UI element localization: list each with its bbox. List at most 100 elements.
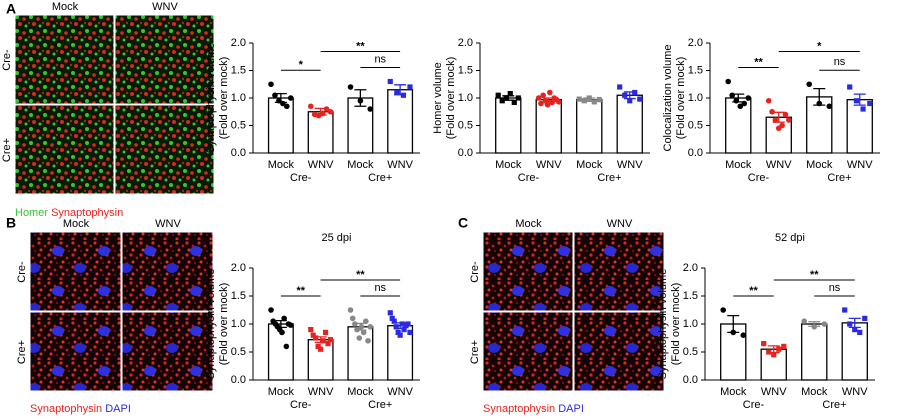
data-point: [511, 99, 517, 105]
data-point: [740, 332, 747, 339]
data-point: [367, 106, 374, 112]
panel-label: A: [6, 1, 16, 17]
group-label: Cre+: [368, 172, 392, 184]
data-point: [867, 100, 873, 107]
group-label: Cre-: [748, 172, 770, 184]
x-tick-label: Mock: [495, 159, 522, 171]
data-point: [737, 103, 744, 110]
micrograph: [482, 311, 574, 392]
micrograph: [29, 311, 122, 392]
data-point: [540, 92, 546, 99]
x-tick-label: Mock: [806, 159, 833, 171]
y-axis-label: (Fold over mock): [675, 57, 687, 140]
y-tick-label: 0.0: [458, 147, 473, 159]
data-point: [356, 335, 363, 341]
data-point: [507, 91, 513, 97]
x-tick-label: WNV: [536, 159, 562, 171]
chart-title: 52 dpi: [775, 232, 805, 244]
data-point: [320, 338, 326, 344]
significance-label: **: [356, 269, 365, 281]
stain-legend: Homer Synaptophysin: [15, 207, 123, 219]
significance-label: ns: [829, 282, 841, 294]
micrograph: [482, 231, 574, 312]
data-point: [401, 327, 407, 333]
data-point: [327, 337, 334, 343]
data-point: [547, 89, 553, 96]
data-point: [515, 95, 521, 101]
column-label: Mock: [63, 218, 90, 230]
data-point: [581, 98, 587, 104]
data-point: [779, 122, 785, 129]
data-point: [785, 117, 792, 123]
group-label: Cre-: [290, 172, 312, 184]
data-point: [852, 327, 858, 333]
data-point: [781, 343, 787, 349]
micrograph: [114, 104, 215, 195]
data-point: [761, 341, 767, 347]
bar: [347, 326, 374, 381]
x-tick-label: Mock: [268, 159, 295, 171]
data-point: [363, 318, 369, 325]
bar: [765, 116, 792, 154]
data-point: [272, 92, 278, 99]
data-point: [405, 321, 411, 327]
group-label: Cre+: [368, 399, 392, 411]
data-point: [283, 343, 290, 350]
data-point: [499, 98, 505, 104]
data-point: [741, 100, 748, 107]
data-point: [730, 329, 737, 336]
column-label: WNV: [152, 1, 178, 13]
data-point: [287, 95, 294, 101]
micrograph: [29, 231, 122, 312]
data-point: [352, 321, 358, 327]
data-point: [395, 329, 401, 335]
y-tick-label: 1.0: [688, 92, 703, 104]
y-tick-label: 1.5: [683, 290, 698, 302]
data-point: [318, 346, 324, 352]
y-axis-label: Synaptophysin volume: [205, 43, 217, 154]
data-point: [367, 324, 374, 330]
x-tick-label: WNV: [308, 159, 334, 171]
x-tick-label: Mock: [347, 386, 374, 398]
x-tick-label: WNV: [766, 159, 792, 171]
data-point: [399, 321, 405, 327]
y-tick-label: 0.0: [231, 147, 246, 159]
data-point: [347, 307, 354, 313]
data-point: [400, 92, 407, 98]
y-tick-label: 2.0: [688, 37, 703, 49]
column-label: WNV: [607, 218, 633, 230]
column-label: WNV: [155, 218, 181, 230]
data-point: [325, 341, 331, 347]
data-point: [310, 332, 316, 338]
x-tick-label: WNV: [308, 386, 334, 398]
data-point: [347, 84, 354, 90]
x-tick-label: WNV: [761, 386, 787, 398]
stain-name: Homer: [15, 207, 48, 219]
y-tick-label: 0.0: [683, 374, 698, 386]
data-point: [279, 329, 285, 336]
data-point: [365, 338, 371, 344]
data-point: [322, 329, 329, 335]
y-tick-label: 0.5: [458, 119, 473, 131]
column-label: Mock: [52, 1, 79, 13]
x-tick-label: Mock: [725, 159, 752, 171]
error-bar: [853, 93, 866, 106]
y-tick-label: 1.0: [683, 318, 698, 330]
bar: [841, 322, 868, 381]
data-point: [821, 321, 828, 327]
data-point: [535, 95, 542, 101]
panel-label: C: [458, 215, 468, 231]
significance-label: **: [754, 56, 763, 68]
y-tick-label: 2.0: [231, 37, 246, 49]
micrograph: [573, 311, 665, 392]
bar: [307, 111, 334, 154]
group-label: Cre+: [827, 172, 851, 184]
y-tick-label: 0.5: [688, 119, 703, 131]
column-label: Mock: [515, 218, 542, 230]
x-tick-label: WNV: [387, 159, 413, 171]
data-point: [776, 346, 782, 352]
bar: [387, 89, 414, 154]
data-point: [826, 103, 833, 110]
data-point: [281, 315, 287, 322]
